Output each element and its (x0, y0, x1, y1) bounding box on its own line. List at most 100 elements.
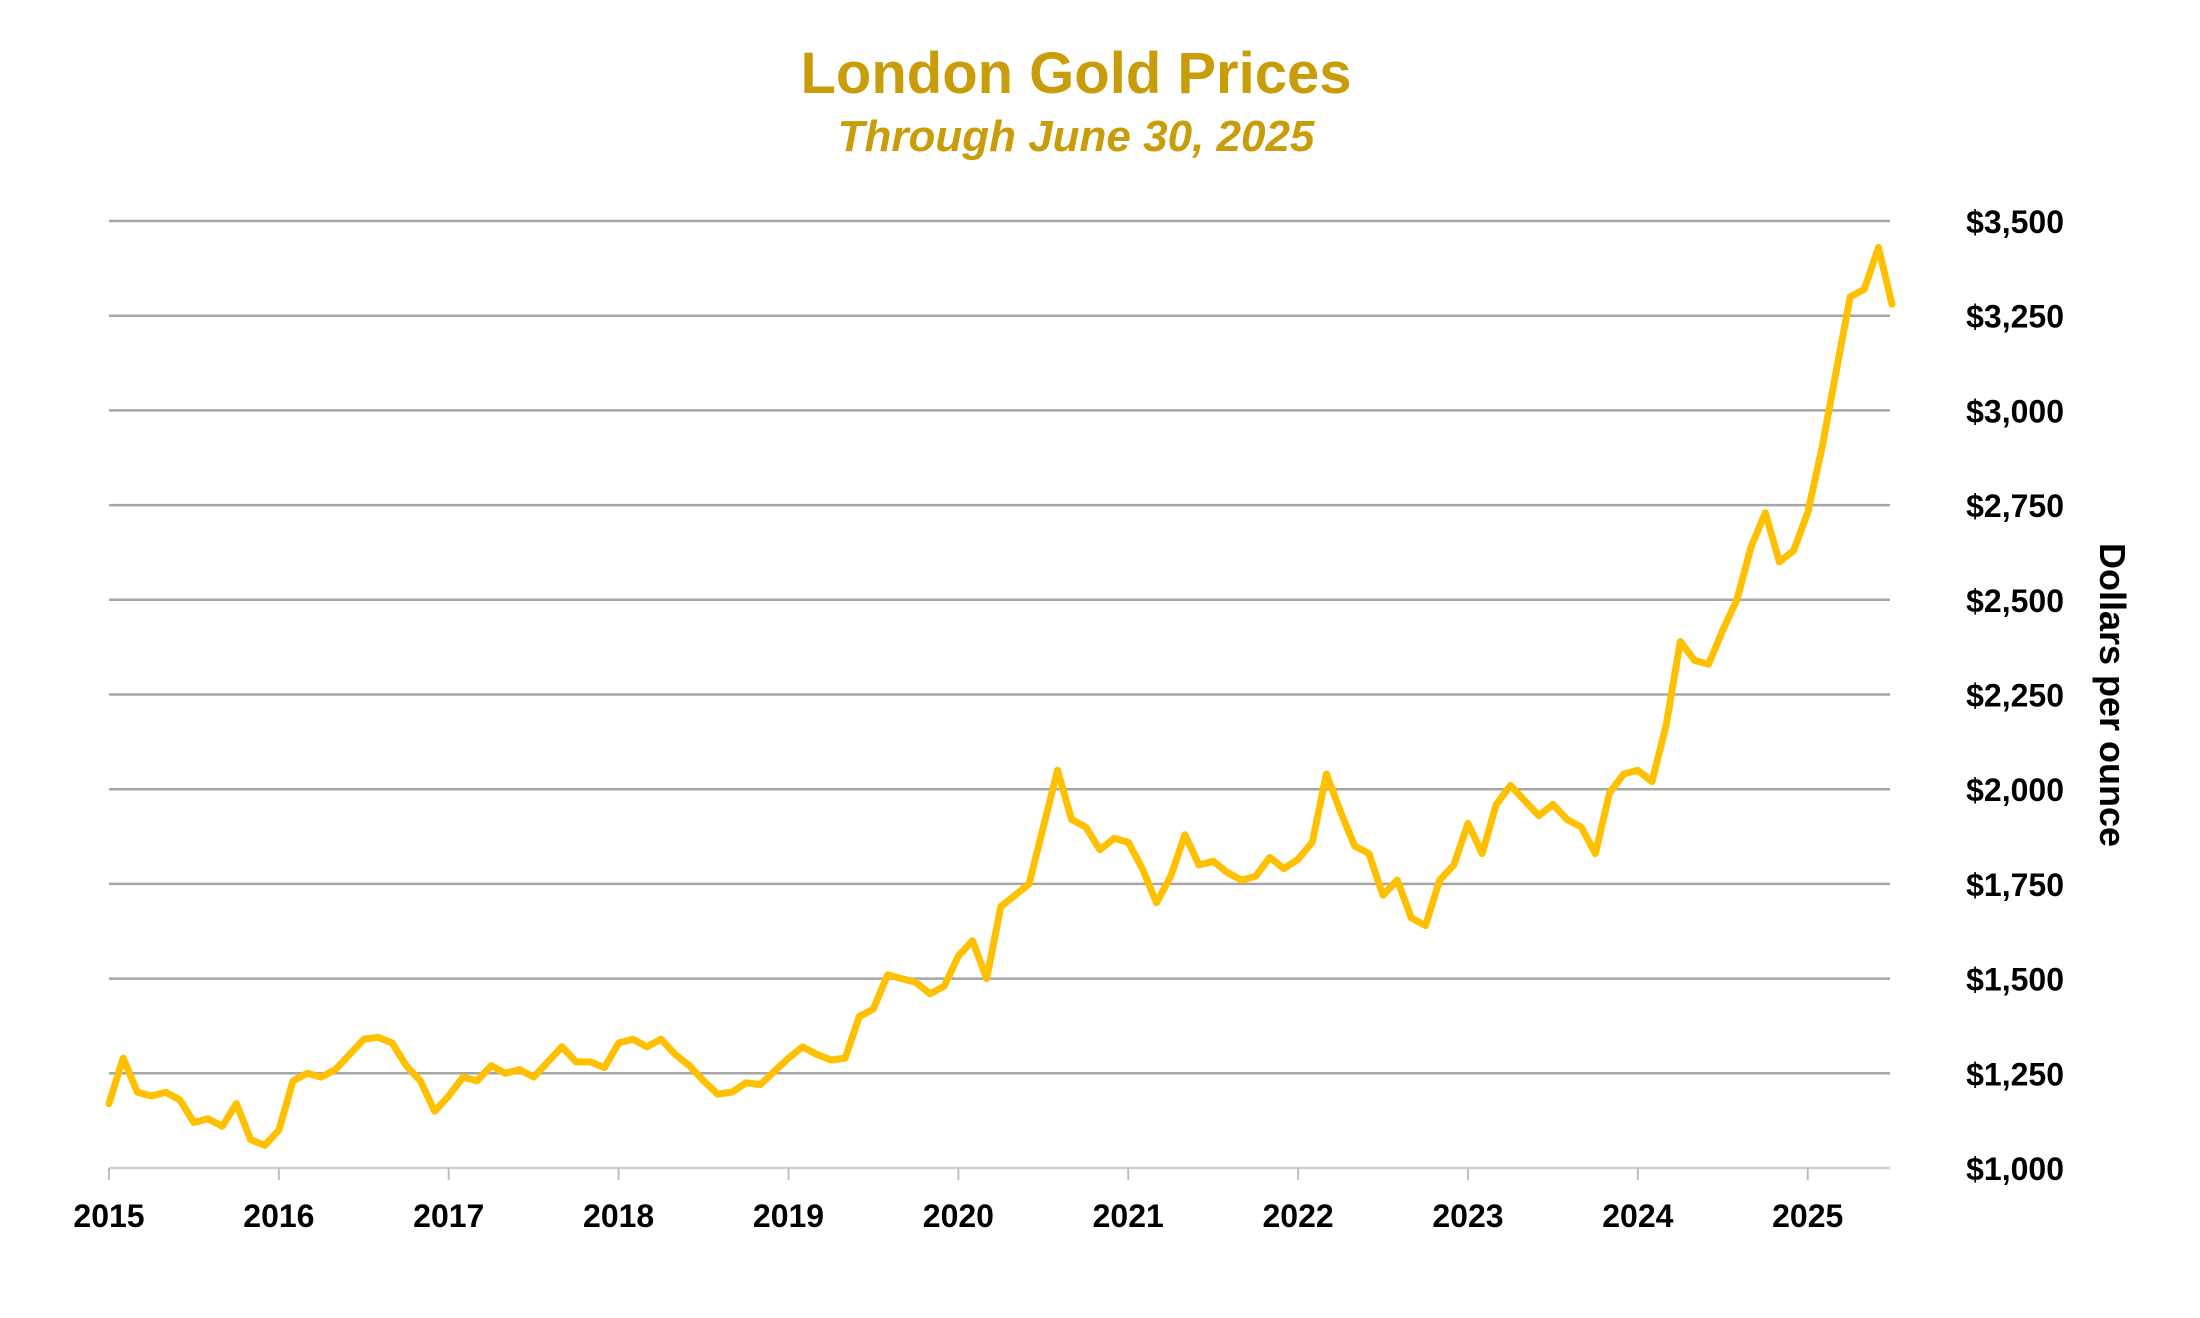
data-point (1309, 839, 1316, 846)
data-point (1719, 627, 1726, 634)
data-point (431, 1108, 438, 1115)
data-point (1464, 820, 1471, 827)
data-point (1210, 858, 1217, 865)
data-point (1606, 789, 1613, 796)
data-point (1252, 873, 1259, 880)
data-point (346, 1051, 353, 1058)
data-point (1422, 922, 1429, 929)
data-point (1040, 824, 1047, 831)
data-point (1280, 865, 1287, 872)
data-point (389, 1039, 396, 1046)
series-group (105, 244, 1896, 1149)
data-point (558, 1043, 565, 1050)
data-point (1578, 824, 1585, 831)
data-point (587, 1058, 594, 1065)
data-point (955, 952, 962, 959)
data-point (1167, 873, 1174, 880)
data-point (304, 1070, 311, 1077)
x-tick-label: 2020 (923, 1198, 994, 1234)
data-point (488, 1062, 495, 1069)
y-tick-label: $1,250 (1966, 1056, 2064, 1092)
gridlines (109, 219, 1890, 1170)
data-point (1408, 914, 1415, 921)
data-point (205, 1115, 212, 1122)
data-point (1026, 880, 1033, 887)
data-point (1082, 824, 1089, 831)
data-point (1011, 892, 1018, 899)
data-point (1875, 244, 1882, 251)
data-point (1365, 850, 1372, 857)
y-tick-label: $3,250 (1966, 299, 2064, 335)
x-tick-label: 2022 (1263, 1198, 1334, 1234)
data-point (1677, 638, 1684, 645)
data-point (1847, 293, 1854, 300)
data-point (1549, 801, 1556, 808)
data-point (615, 1039, 622, 1046)
chart-title: London Gold Prices (800, 41, 1352, 106)
data-point (1394, 877, 1401, 884)
data-point (1620, 771, 1627, 778)
data-point (275, 1127, 282, 1134)
data-point (757, 1081, 764, 1088)
data-point (1804, 509, 1811, 516)
data-point (162, 1089, 169, 1096)
data-point (120, 1055, 127, 1062)
x-tick-label: 2021 (1093, 1198, 1164, 1234)
y-tick-label: $2,250 (1966, 678, 2064, 714)
data-point (1649, 778, 1656, 785)
x-tick-label: 2024 (1602, 1198, 1673, 1234)
data-point (502, 1070, 509, 1077)
y-tick-label: $1,750 (1966, 867, 2064, 903)
y-axis-label: Dollars per ounce (2092, 543, 2133, 847)
data-point (941, 983, 948, 990)
y-tick-label: $2,000 (1966, 772, 2064, 808)
data-point (445, 1093, 452, 1100)
data-point (912, 979, 919, 986)
data-point (1181, 831, 1188, 838)
data-point (629, 1036, 636, 1043)
data-point (813, 1051, 820, 1058)
data-point (134, 1089, 141, 1096)
data-point (459, 1074, 466, 1081)
data-point (1564, 816, 1571, 823)
data-point (1450, 861, 1457, 868)
data-point (700, 1077, 707, 1084)
data-point (176, 1096, 183, 1103)
data-point (1139, 865, 1146, 872)
data-point (1634, 767, 1641, 774)
data-point (474, 1077, 481, 1084)
data-point (1663, 721, 1670, 728)
y-tick-label: $2,500 (1966, 583, 2064, 619)
data-point (672, 1051, 679, 1058)
y-tick-label: $1,500 (1966, 962, 2064, 998)
data-point (318, 1074, 325, 1081)
data-point (743, 1079, 750, 1086)
x-tick-label: 2019 (753, 1198, 824, 1234)
data-point (799, 1043, 806, 1050)
x-tick-label: 2015 (73, 1198, 144, 1234)
data-point (601, 1064, 608, 1071)
data-point (530, 1074, 537, 1081)
data-point (1054, 767, 1061, 774)
data-point (983, 975, 990, 982)
data-point (1705, 661, 1712, 668)
data-point (360, 1036, 367, 1043)
x-axis: 2015 2016 2017 2018 2019 2020 2021 2022 2023 2024… (73, 1168, 1843, 1234)
data-point (106, 1100, 112, 1107)
data-point (1733, 596, 1740, 603)
data-point (728, 1089, 735, 1096)
data-point (1493, 801, 1500, 808)
y-tick-label: $3,000 (1966, 393, 2064, 429)
data-point (969, 937, 976, 944)
data-point (1762, 509, 1769, 516)
data-point (1196, 861, 1203, 868)
data-point (148, 1093, 155, 1100)
data-point (261, 1142, 268, 1149)
x-tick-label: 2016 (243, 1198, 314, 1234)
data-point (1337, 808, 1344, 815)
data-point (1323, 771, 1330, 778)
data-point (1125, 839, 1132, 846)
x-tick-label: 2017 (413, 1198, 484, 1234)
data-point (1818, 445, 1825, 452)
